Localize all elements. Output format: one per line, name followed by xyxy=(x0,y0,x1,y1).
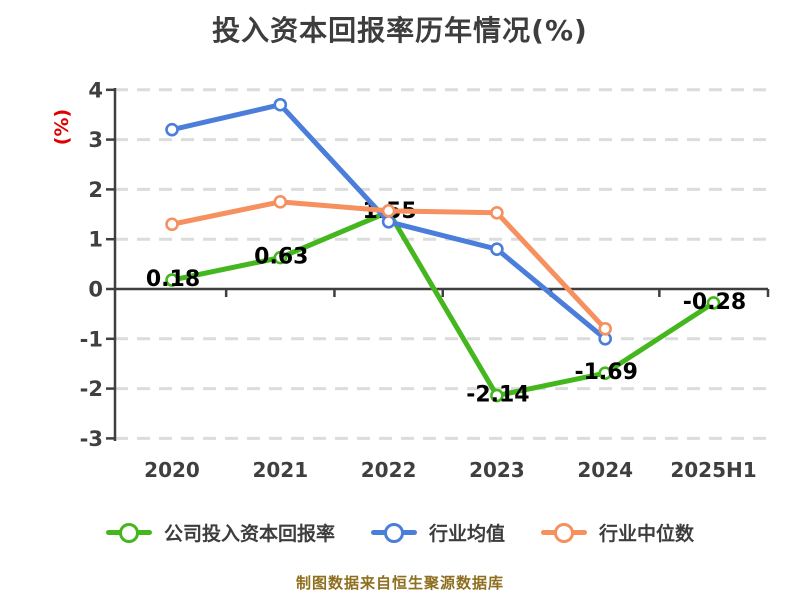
point-label-company-roic: -0.28 xyxy=(683,290,746,315)
data-point-company-roic xyxy=(273,250,288,265)
y-axis-unit-label: (%) xyxy=(51,108,73,146)
legend-item-industry-mean: 行业均值 xyxy=(370,519,505,546)
y-tick-label: 0 xyxy=(88,278,103,302)
y-tick-label: -1 xyxy=(80,327,103,351)
point-label-company-roic: -1.69 xyxy=(574,360,637,385)
x-tick-label-2024: 2024 xyxy=(577,458,633,482)
data-source-note: 制图数据来自恒生聚源数据库 xyxy=(295,574,504,592)
x-tick-label-2020: 2020 xyxy=(144,458,200,482)
x-tick-label-2021: 2021 xyxy=(252,458,308,482)
legend-dot-green-icon xyxy=(118,522,139,543)
data-point-company-roic xyxy=(706,296,721,310)
point-label-company-roic: -2.14 xyxy=(466,383,529,408)
data-point-industry-median xyxy=(273,195,288,209)
legend: 公司投入资本回报率 行业均值 行业中位数 xyxy=(0,519,800,546)
data-point-industry-median xyxy=(490,206,504,220)
legend-item-industry-median: 行业中位数 xyxy=(541,519,694,546)
y-tick-label: 1 xyxy=(88,228,103,252)
data-point-industry-mean xyxy=(273,97,288,112)
legend-label-industry-median: 行业中位数 xyxy=(599,523,695,545)
data-point-industry-median xyxy=(165,217,179,232)
data-point-industry-mean xyxy=(490,242,504,256)
data-point-industry-median xyxy=(381,204,396,218)
legend-item-company-roic: 公司投入资本回报率 xyxy=(105,519,335,546)
y-tick-label: 4 xyxy=(88,78,103,102)
point-label-company-roic: 0.63 xyxy=(254,245,308,270)
data-point-company-roic xyxy=(490,388,504,403)
legend-marker-orange-icon xyxy=(541,522,587,543)
y-tick-label: 2 xyxy=(88,178,103,202)
point-label-company-roic: 0.18 xyxy=(146,267,200,292)
x-tick-label-2022: 2022 xyxy=(361,458,417,482)
data-point-industry-mean xyxy=(381,214,396,229)
legend-marker-blue-icon xyxy=(370,522,417,543)
legend-label-industry-mean: 行业均值 xyxy=(428,523,505,545)
x-tick-label-2025H1: 2025H1 xyxy=(670,458,756,482)
series-line-company-roic xyxy=(169,209,716,399)
data-point-industry-mean xyxy=(165,122,179,137)
legend-label-company-roic: 公司投入资本回报率 xyxy=(163,523,335,545)
x-tick-label-2023: 2023 xyxy=(469,458,525,482)
legend-dot-blue-icon xyxy=(383,522,404,543)
chart-title: 投入资本回报率历年情况(%) xyxy=(212,14,588,47)
data-point-industry-median xyxy=(598,322,613,336)
data-point-company-roic xyxy=(598,366,613,380)
data-point-company-roic xyxy=(165,273,179,287)
y-tick-label: -3 xyxy=(80,427,103,451)
legend-dot-orange-icon xyxy=(554,522,574,543)
y-tick-label: 3 xyxy=(88,128,103,152)
legend-marker-green-icon xyxy=(105,522,152,543)
y-tick-label: -2 xyxy=(80,377,103,401)
